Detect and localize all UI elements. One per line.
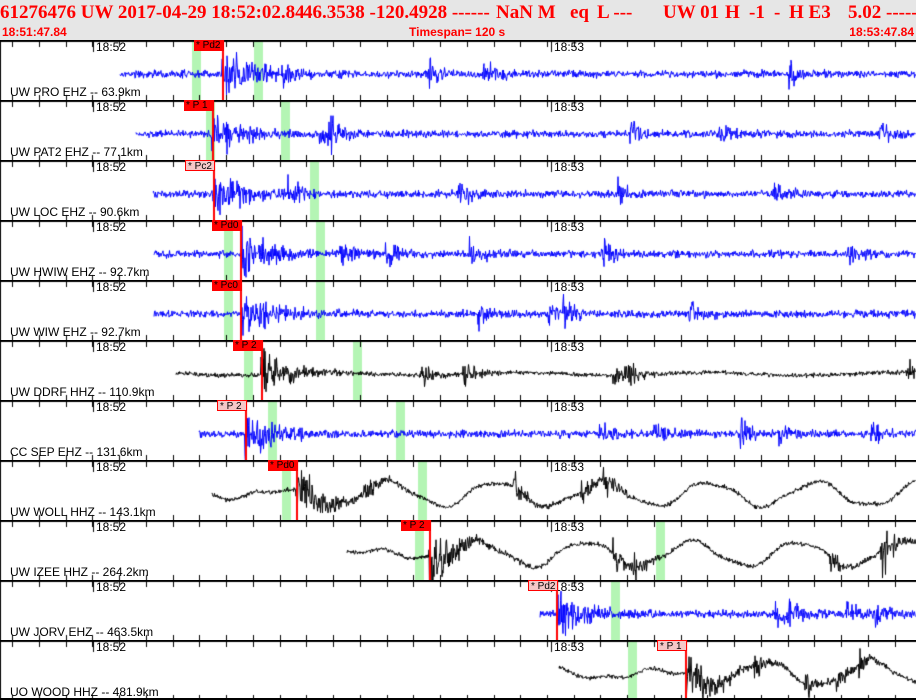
magnitude: NaN M bbox=[496, 2, 556, 23]
timespan: Timespan= 120 s bbox=[409, 25, 506, 39]
channel-label: UW PAT2 EHZ -- 77.1km bbox=[10, 145, 143, 159]
minute-label: 18:52 bbox=[96, 580, 127, 594]
channel-label: UW LOC EHZ -- 90.6km bbox=[10, 205, 140, 219]
phase-pick-flag[interactable]: * Pd0 bbox=[212, 220, 242, 231]
trailer: ----- bbox=[886, 2, 916, 23]
bottom-border bbox=[0, 698, 916, 700]
phase-pick-flag[interactable]: * P 2 bbox=[217, 400, 247, 412]
view-end-time: 18:53:47.84 bbox=[849, 25, 914, 39]
event-id-and-time: 61276476 UW 2017-04-29 18:52:02.84 bbox=[0, 2, 305, 23]
waveform-trace[interactable] bbox=[0, 160, 916, 220]
event-location: 46.3538 -120.4928 ------ bbox=[303, 2, 490, 23]
channel-label: UW WIW EHZ -- 92.7km bbox=[10, 325, 141, 339]
view-start-time: 18:51:47.84 bbox=[2, 25, 67, 39]
minute-label: 18:52 bbox=[96, 100, 127, 114]
minute-label: 18:53 bbox=[554, 100, 585, 114]
waveform-trace[interactable] bbox=[0, 220, 916, 280]
phase-pick-flag[interactable]: * Pd2 bbox=[528, 580, 558, 592]
waveform-trace[interactable] bbox=[0, 400, 916, 460]
minute-label: 18:53 bbox=[554, 460, 585, 474]
channel-label: UW JORV EHZ -- 463.5km bbox=[10, 625, 154, 639]
minute-label: 18:52 bbox=[96, 400, 127, 414]
origin-type: H bbox=[725, 2, 740, 23]
channel-panel[interactable]: 18:52 18:53 UW IZEE HHZ -- 264.2km * P 2 bbox=[0, 520, 916, 580]
event-type: eq bbox=[570, 2, 589, 23]
channel-panel[interactable]: 18:52 18:53 CC SEP EHZ -- 131.6km * P 2 bbox=[0, 400, 916, 460]
channel-label: UW HWIW EHZ -- 92.7km bbox=[10, 265, 150, 279]
minute-label: 18:52 bbox=[96, 280, 127, 294]
channel-panel[interactable]: 18:52 18:53 UO WOOD HHZ -- 481.9km * P 1 bbox=[0, 640, 916, 700]
channel-label: CC SEP EHZ -- 131.6km bbox=[10, 445, 143, 459]
channel-label: UW IZEE HHZ -- 264.2km bbox=[10, 565, 149, 579]
channel-panel[interactable]: 18:52 18:53 UW JORV EHZ -- 463.5km * Pd2 bbox=[0, 580, 916, 640]
phase-pick-flag[interactable]: * P 1 bbox=[184, 100, 214, 111]
waveform-trace[interactable] bbox=[0, 100, 916, 160]
network-version: UW 01 bbox=[663, 2, 720, 23]
minute-label: 18:52 bbox=[96, 40, 127, 54]
channel-label: UW DDRF HHZ -- 110.9km bbox=[10, 385, 155, 399]
channel-panel[interactable]: 18:52 18:53 UW DDRF HHZ -- 110.9km * P 2 bbox=[0, 340, 916, 400]
separator: - bbox=[774, 2, 781, 23]
waveform-trace[interactable] bbox=[0, 340, 916, 400]
minute-label: 18:53 bbox=[554, 40, 585, 54]
event-subtype: L --- bbox=[597, 2, 633, 23]
minute-label: 18:52 bbox=[96, 160, 127, 174]
minute-label: 18:52 bbox=[96, 220, 127, 234]
channel-panel[interactable]: 18:52 18:53 UW WIW EHZ -- 92.7km * Pc0 bbox=[0, 280, 916, 340]
minute-label: 18:52 bbox=[96, 460, 127, 474]
minute-label: 18:53 bbox=[554, 640, 585, 654]
value: 5.02 bbox=[848, 2, 882, 23]
minute-label: 18:52 bbox=[96, 640, 127, 654]
phase-pick-flag[interactable]: * P 2 bbox=[233, 340, 263, 351]
channel-label: UW WOLL HHZ -- 143.1km bbox=[10, 505, 156, 519]
phase-pick-flag[interactable]: * Pd2 bbox=[194, 40, 224, 51]
waveform-panels[interactable]: 18:52 18:53 UW PRO EHZ -- 63.9km * Pd2 18:52… bbox=[0, 40, 916, 700]
channel-panel[interactable]: 18:52 18:53 UW LOC EHZ -- 90.6km * Pc2 bbox=[0, 160, 916, 220]
channel-label: UW PRO EHZ -- 63.9km bbox=[10, 85, 141, 99]
waveform-trace[interactable] bbox=[0, 640, 916, 700]
minute-label: 18:53 bbox=[554, 580, 585, 594]
channel-panel[interactable]: 18:52 18:53 UW HWIW EHZ -- 92.7km * Pd0 bbox=[0, 220, 916, 280]
minute-label: 18:53 bbox=[554, 280, 585, 294]
phase-pick-flag[interactable]: * Pc0 bbox=[212, 280, 242, 291]
waveform-trace[interactable] bbox=[0, 280, 916, 340]
waveform-trace[interactable] bbox=[0, 460, 916, 520]
quality: H E3 bbox=[789, 2, 831, 23]
minute-label: 18:53 bbox=[554, 400, 585, 414]
phase-pick-flag[interactable]: * P 1 bbox=[657, 640, 687, 652]
event-header: 61276476 UW 2017-04-29 18:52:02.84 46.35… bbox=[0, 0, 916, 40]
channel-panel[interactable]: 18:52 18:53 UW WOLL HHZ -- 143.1km * Pd0 bbox=[0, 460, 916, 520]
waveform-trace[interactable] bbox=[0, 520, 916, 580]
origin-flag: -1 bbox=[749, 2, 765, 23]
channel-panel[interactable]: 18:52 18:53 UW PRO EHZ -- 63.9km * Pd2 bbox=[0, 40, 916, 100]
minute-label: 18:52 bbox=[96, 520, 127, 534]
minute-label: 18:52 bbox=[96, 340, 127, 354]
channel-panel[interactable]: 18:52 18:53 UW PAT2 EHZ -- 77.1km * P 1 bbox=[0, 100, 916, 160]
minute-label: 18:53 bbox=[554, 340, 585, 354]
phase-pick-flag[interactable]: * Pd0 bbox=[268, 460, 298, 471]
phase-pick-flag[interactable]: * Pc2 bbox=[185, 160, 215, 172]
channel-label: UO WOOD HHZ -- 481.9km bbox=[10, 685, 159, 699]
waveform-trace[interactable] bbox=[0, 40, 916, 100]
minute-label: 18:53 bbox=[554, 520, 585, 534]
minute-label: 18:53 bbox=[554, 160, 585, 174]
waveform-trace[interactable] bbox=[0, 580, 916, 640]
phase-pick-flag[interactable]: * P 2 bbox=[401, 520, 431, 531]
minute-label: 18:53 bbox=[554, 220, 585, 234]
